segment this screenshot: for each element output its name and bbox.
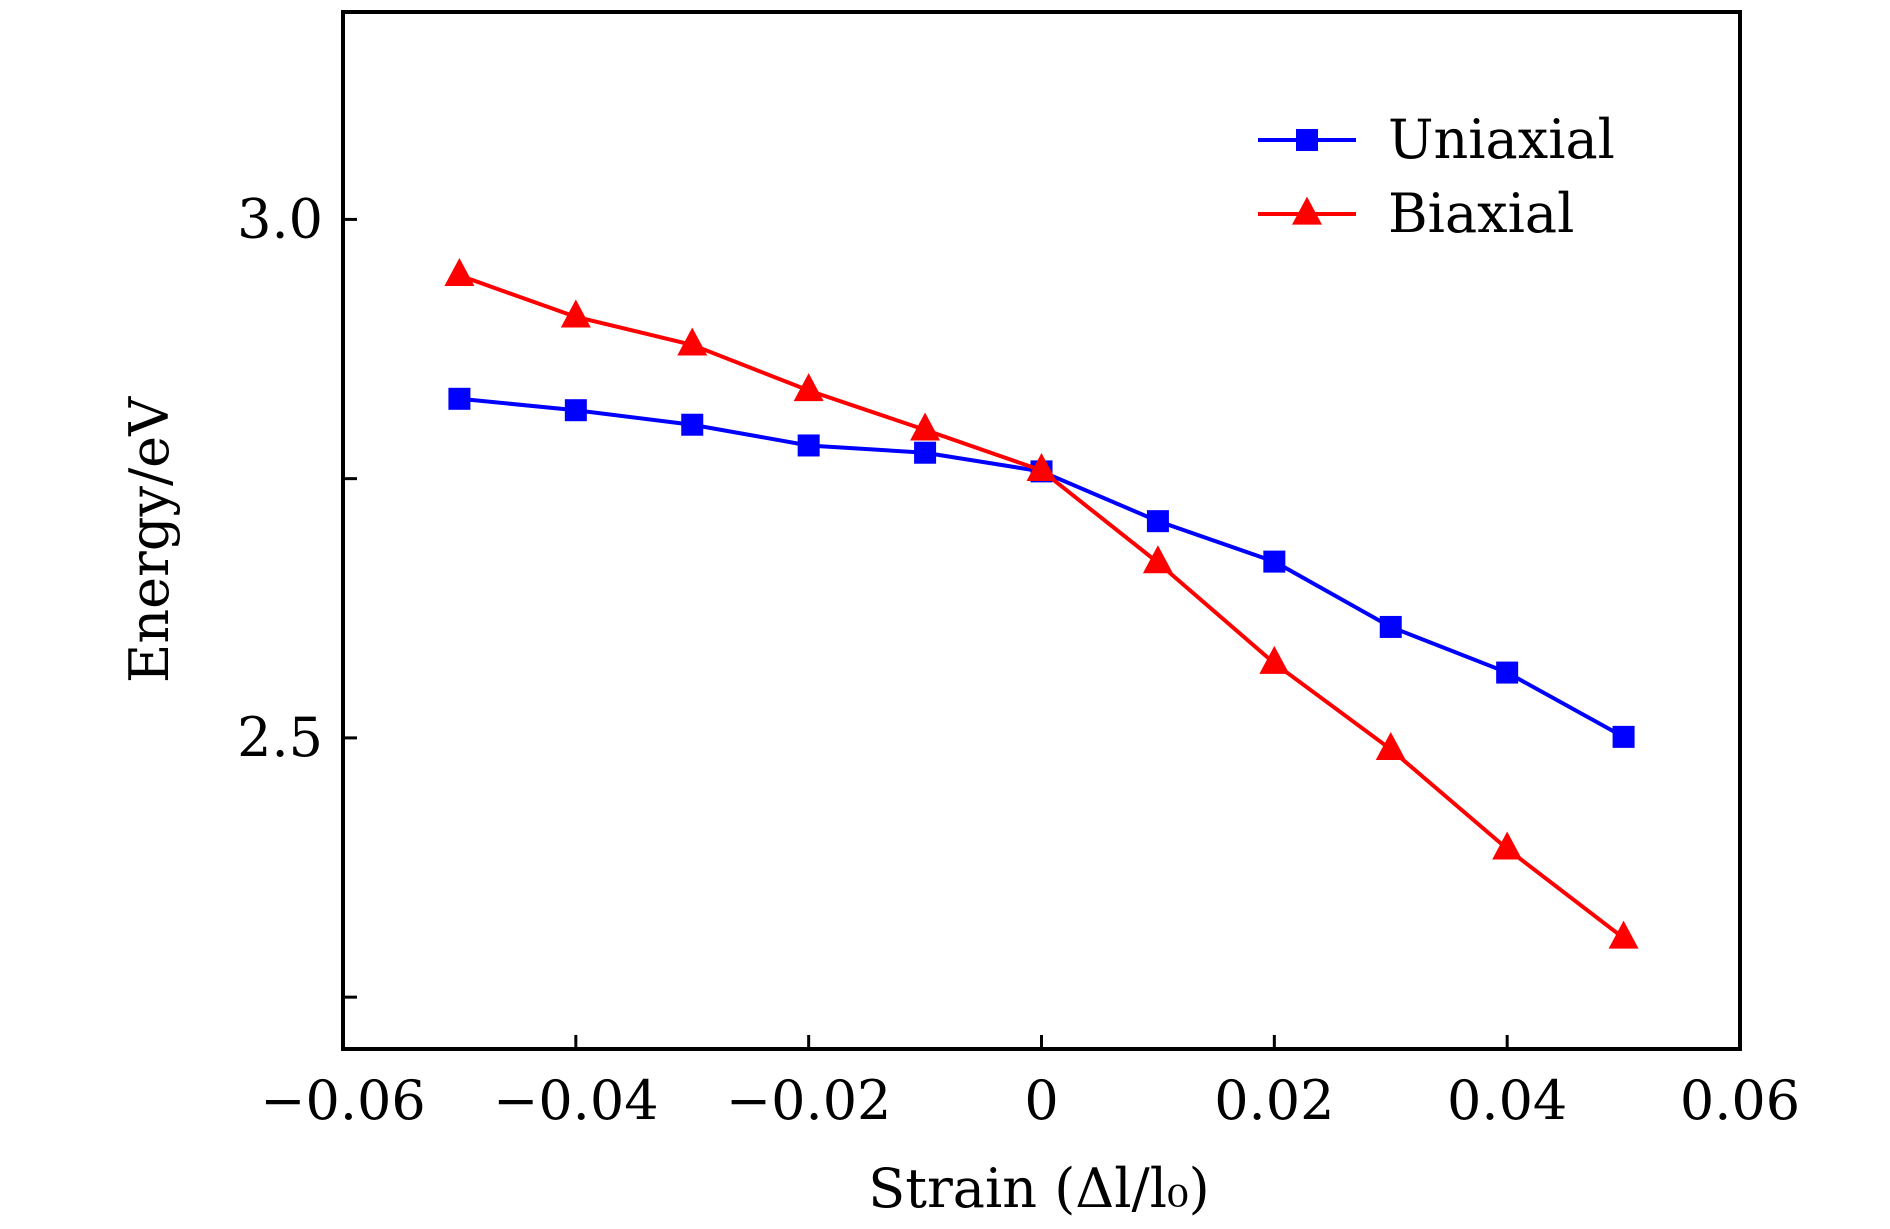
series-layer	[444, 258, 1639, 949]
biaxial-point	[793, 373, 824, 402]
uniaxial-point	[1263, 550, 1286, 573]
x-tick-label: −0.04	[493, 1069, 658, 1132]
biaxial-point	[560, 299, 591, 328]
biaxial-point	[1142, 545, 1173, 574]
uniaxial-point	[1146, 510, 1169, 533]
uniaxial-point	[448, 387, 471, 410]
biaxial-point	[1375, 731, 1406, 760]
x-tick-label: 0.02	[1214, 1069, 1334, 1132]
uniaxial-point	[564, 399, 587, 422]
legend-uniaxial-marker	[1296, 129, 1318, 151]
x-tick-label: 0.06	[1680, 1069, 1800, 1132]
y-axis-title: Energy/eV	[118, 396, 181, 683]
x-tick-label: −0.02	[726, 1069, 891, 1132]
uniaxial-point	[1496, 661, 1519, 684]
biaxial-point	[1608, 920, 1639, 949]
x-axis-title: Strain (Δl/l₀)	[868, 1157, 1209, 1220]
legend: Uniaxial Biaxial	[1258, 108, 1615, 245]
uniaxial-point	[914, 441, 937, 464]
legend-uniaxial-label: Uniaxial	[1388, 108, 1615, 171]
x-tick-label: 0	[1024, 1069, 1058, 1132]
biaxial-line	[458, 273, 1625, 940]
biaxial-point	[1259, 645, 1290, 674]
x-axis: −0.06 −0.04 −0.02 0 0.02 0.04 0.06	[260, 1035, 1800, 1132]
biaxial-point	[910, 412, 941, 441]
uniaxial-line	[459, 396, 1625, 739]
y-tick-label: 3.0	[237, 187, 323, 250]
biaxial-point	[677, 327, 708, 356]
legend-biaxial-marker	[1292, 196, 1322, 225]
biaxial-point	[1026, 452, 1057, 481]
y-axis: 2.5 3.0	[237, 187, 357, 999]
x-tick-label: −0.06	[260, 1069, 425, 1132]
biaxial-point	[1492, 831, 1523, 860]
biaxial-point	[444, 258, 475, 287]
legend-biaxial-label: Biaxial	[1388, 182, 1574, 245]
uniaxial-point	[681, 413, 704, 436]
uniaxial-point	[1379, 615, 1402, 638]
x-tick-label: 0.04	[1447, 1069, 1567, 1132]
uniaxial-point	[797, 434, 820, 457]
uniaxial-point	[1612, 725, 1635, 748]
y-tick-label: 2.5	[237, 706, 323, 769]
